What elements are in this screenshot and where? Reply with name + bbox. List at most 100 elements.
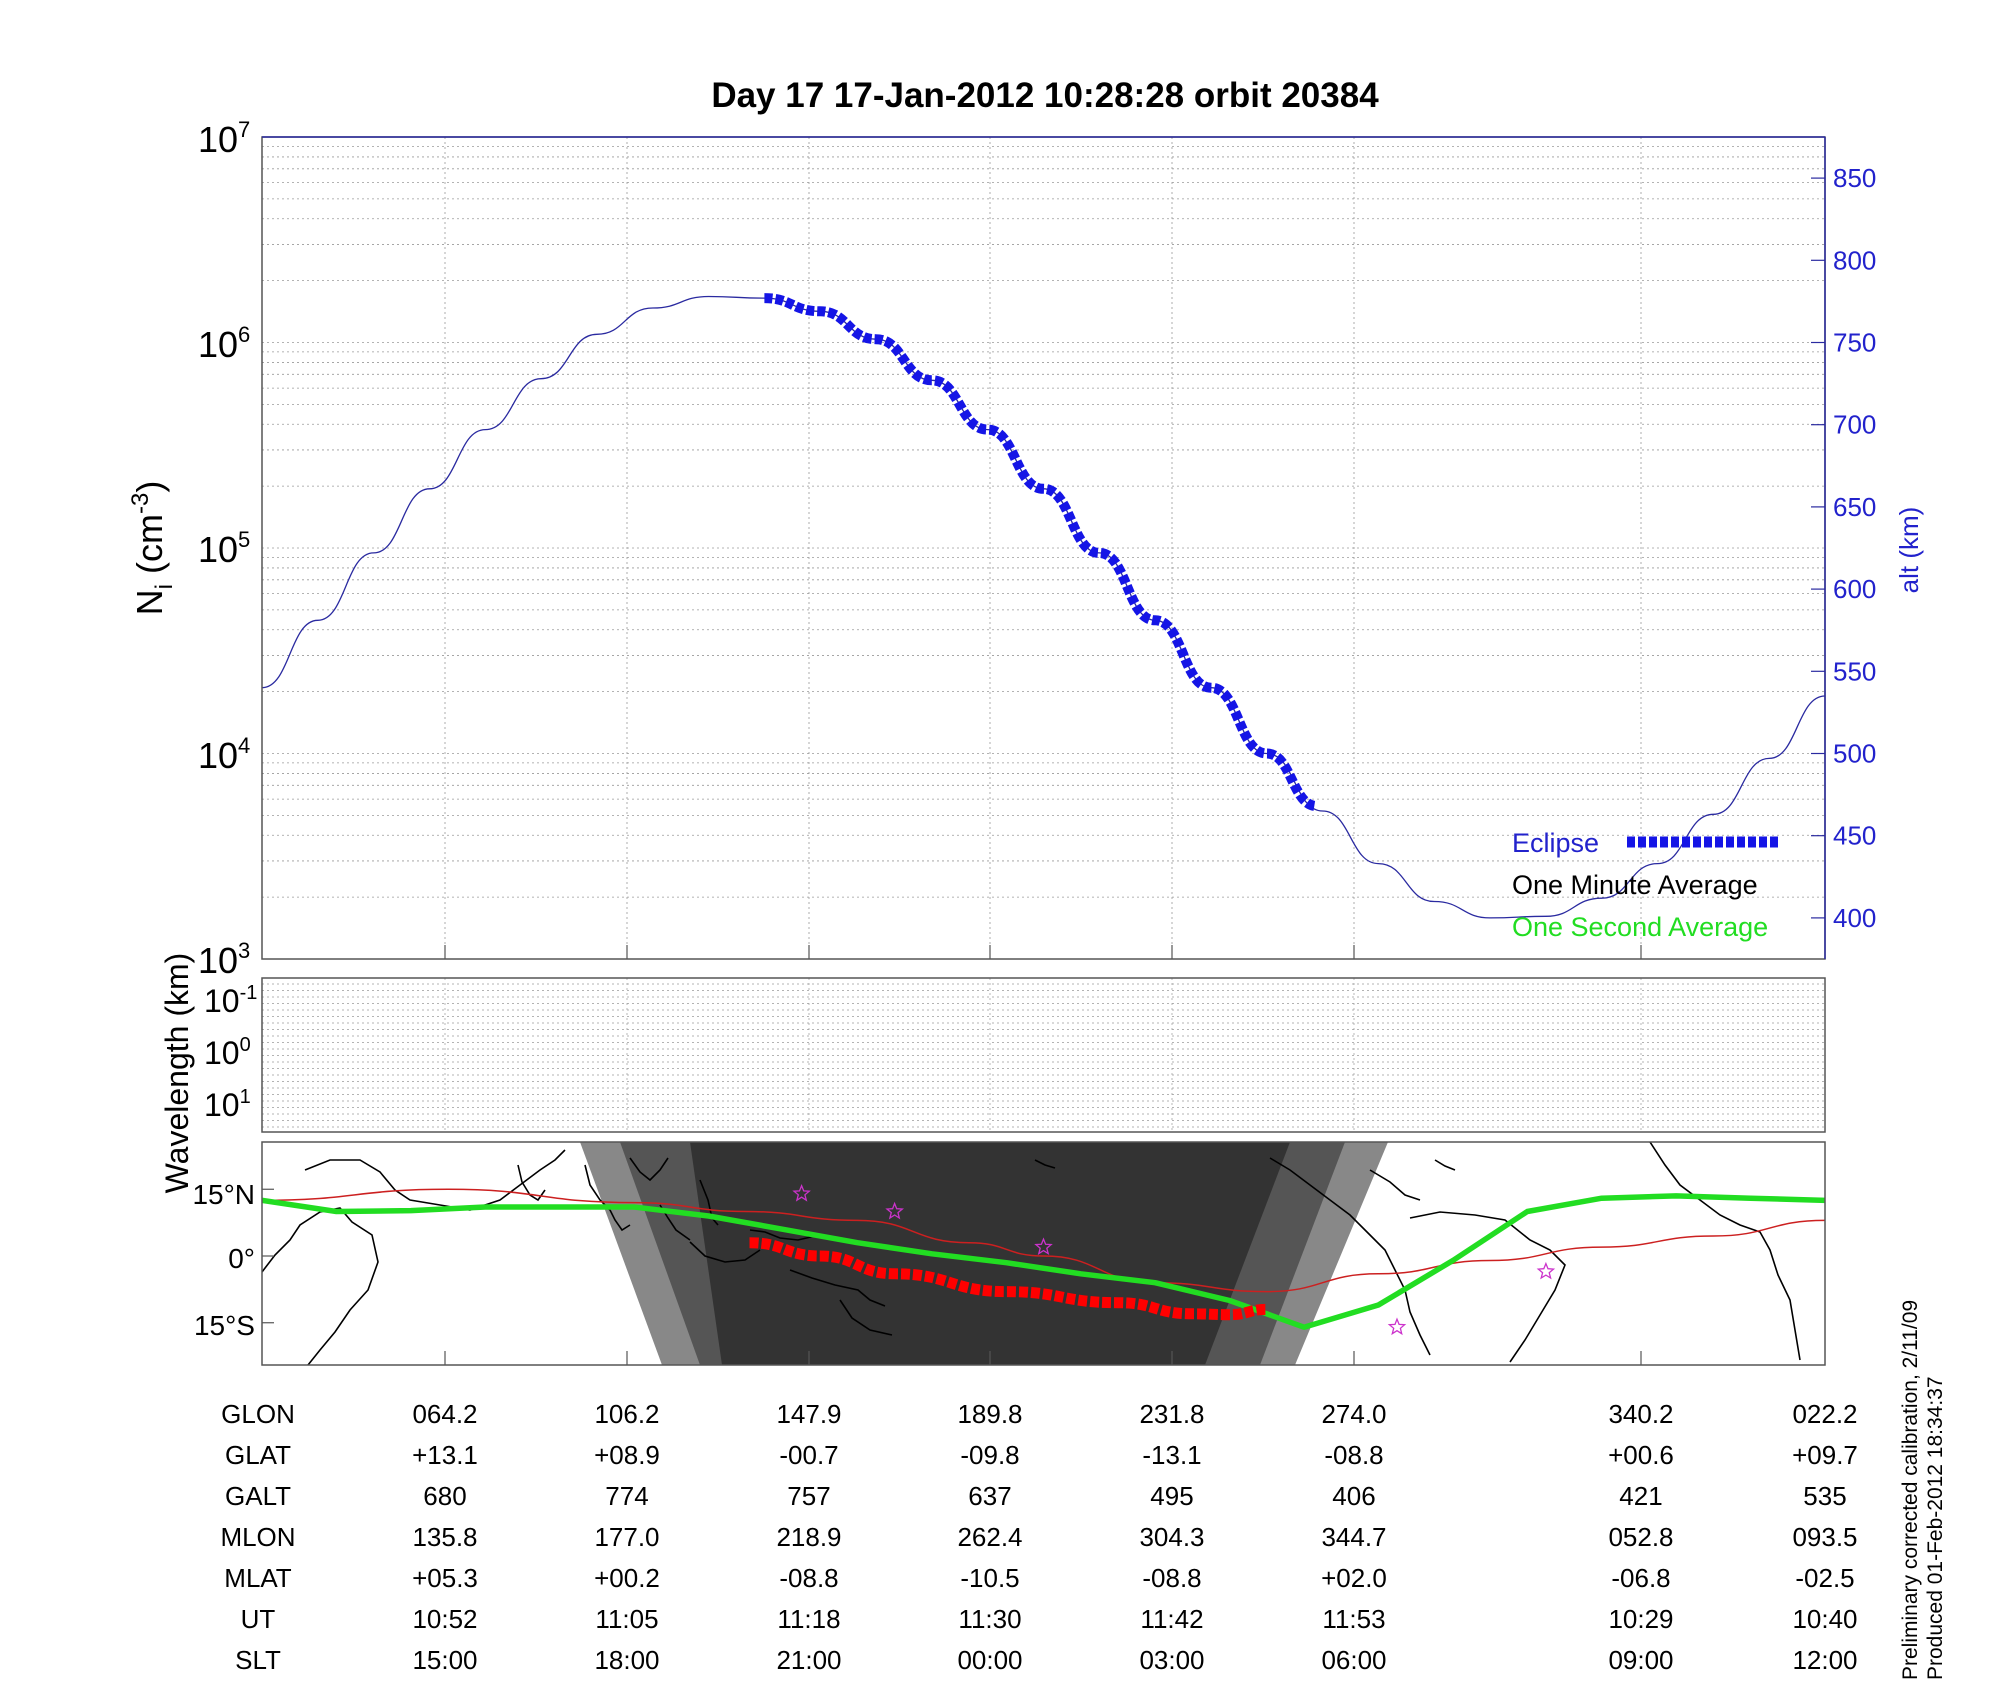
density-panel: 103 104 105 106 107 Ni (cm-3) 400 450 500 5… (127, 117, 1924, 981)
table-cell: 03:00 (1139, 1645, 1204, 1675)
y-tick-label: 106 (198, 322, 250, 365)
altitude-tick-label: 750 (1833, 328, 1876, 358)
table-cell: 022.2 (1792, 1399, 1857, 1429)
altitude-tick-label: 400 (1833, 903, 1876, 933)
eclipse-marker-line (764, 293, 1318, 812)
one-minute-average-track (262, 1188, 1825, 1293)
density-y-axis-label: Ni (cm-3) (127, 481, 178, 616)
table-row-label: GLON (221, 1399, 295, 1429)
eclipse-track (749, 1237, 1267, 1321)
wavelength-tick-label: 100 (204, 1034, 251, 1071)
table-cell: +00.2 (594, 1563, 660, 1593)
table-cell: 12:00 (1792, 1645, 1857, 1675)
table-row-label: MLAT (224, 1563, 292, 1593)
map-gridlines (262, 1188, 1642, 1365)
wavelength-plot-frame (261, 977, 1826, 1133)
y-tick-label: 105 (198, 527, 250, 570)
table-cell: -10.5 (960, 1563, 1019, 1593)
station-marker (1034, 1237, 1053, 1256)
table-cell: 274.0 (1321, 1399, 1386, 1429)
table-cell: 052.8 (1608, 1522, 1673, 1552)
table-cell: +05.3 (412, 1563, 478, 1593)
altitude-axis-label: alt (km) (1894, 507, 1924, 594)
table-cell: 231.8 (1139, 1399, 1204, 1429)
density-grid (262, 137, 1825, 960)
table-cell: +00.6 (1608, 1440, 1674, 1470)
table-cell: 262.4 (957, 1522, 1022, 1552)
table-cell: -08.8 (1324, 1440, 1383, 1470)
table-cell: 11:53 (1322, 1604, 1385, 1634)
table-row-label: GALT (225, 1481, 291, 1511)
night-shading (690, 1142, 1290, 1365)
altitude-tick-label: 650 (1833, 492, 1876, 522)
one-second-average-track (262, 1193, 1825, 1330)
table-cell: 680 (423, 1481, 466, 1511)
station-marker (1387, 1317, 1407, 1336)
table-row-label: SLT (235, 1645, 281, 1675)
legend-eclipse-label: Eclipse (1512, 828, 1599, 858)
table-cell: 106.2 (594, 1399, 659, 1429)
table-cell: +09.7 (1792, 1440, 1858, 1470)
table-cell: 10:40 (1792, 1604, 1857, 1634)
map-plot-frame (261, 1141, 1826, 1366)
table-cell: 637 (968, 1481, 1011, 1511)
table-cell: 757 (787, 1481, 830, 1511)
altitude-tick-label: 600 (1833, 574, 1876, 604)
table-cell: 535 (1803, 1481, 1846, 1511)
altitude-tick-label: 550 (1833, 656, 1876, 686)
map-panel: 15°N 0° 15°S (192, 1141, 1826, 1366)
table-cell: +02.0 (1321, 1563, 1387, 1593)
table-cell: 406 (1332, 1481, 1375, 1511)
table-cell: 774 (605, 1481, 648, 1511)
table-cell: 00:00 (957, 1645, 1022, 1675)
y-tick-label: 103 (198, 938, 250, 981)
table-cell: -06.8 (1611, 1563, 1670, 1593)
table-cell: -02.5 (1795, 1563, 1854, 1593)
table-cell: 147.9 (776, 1399, 841, 1429)
altitude-tick-label: 450 (1833, 821, 1876, 851)
wavelength-tick-label: 10-1 (204, 982, 257, 1019)
table-cell: +08.9 (594, 1440, 660, 1470)
y-tick-label: 104 (198, 733, 250, 776)
footnote-calibration: Preliminary corrected calibration, 2/11/… (1899, 1300, 1922, 1680)
map-lat-tick-label: 15°N (192, 1179, 255, 1210)
table-cell: 21:00 (776, 1645, 841, 1675)
altitude-y-tick-labels: 400 450 500 550 600 650 700 750 800 850 (1811, 163, 1876, 933)
table-row-label: MLON (220, 1522, 295, 1552)
table-cell: 064.2 (412, 1399, 477, 1429)
wavelength-panel: 10-1 100 101 Wavelength (km) (159, 953, 1826, 1193)
table-cell: -09.8 (960, 1440, 1019, 1470)
altitude-tick-label: 800 (1833, 245, 1876, 275)
legend-minute-label: One Minute Average (1512, 870, 1758, 900)
table-cell: 135.8 (412, 1522, 477, 1552)
table-cell: 18:00 (594, 1645, 659, 1675)
y-tick-label: 107 (198, 117, 250, 160)
station-markers (792, 1183, 1556, 1336)
wavelength-tick-label: 101 (204, 1086, 251, 1123)
table-cell: 421 (1619, 1481, 1662, 1511)
density-y-tick-labels: 103 104 105 106 107 (198, 117, 250, 981)
table-cell: 11:30 (958, 1604, 1021, 1634)
footnote-produced: Produced 01-Feb-2012 18:34:37 (1924, 1376, 1947, 1680)
station-marker (792, 1183, 811, 1202)
wavelength-plot-area (262, 978, 1825, 1132)
table-cell: 15:00 (412, 1645, 477, 1675)
table-cell: 189.8 (957, 1399, 1022, 1429)
table-cell: -13.1 (1142, 1440, 1201, 1470)
table-cell: 340.2 (1608, 1399, 1673, 1429)
station-marker (885, 1201, 904, 1220)
table-row-label: UT (241, 1604, 276, 1634)
table-cell: +13.1 (412, 1440, 478, 1470)
table-cell: -00.7 (779, 1440, 838, 1470)
table-cell: -08.8 (1142, 1563, 1201, 1593)
table-cell: 495 (1150, 1481, 1193, 1511)
table-cell: 304.3 (1139, 1522, 1204, 1552)
table-cell: 093.5 (1792, 1522, 1857, 1552)
orbit-data-table: GLON GLAT GALT MLON MLAT UT SLT 064.2 +13.1 680 13… (220, 1399, 1857, 1675)
altitude-tick-label: 700 (1833, 410, 1876, 440)
table-cell: 344.7 (1321, 1522, 1386, 1552)
map-lat-tick-label: 0° (228, 1243, 255, 1274)
table-cell: 11:05 (595, 1604, 658, 1634)
table-cell: 177.0 (594, 1522, 659, 1552)
